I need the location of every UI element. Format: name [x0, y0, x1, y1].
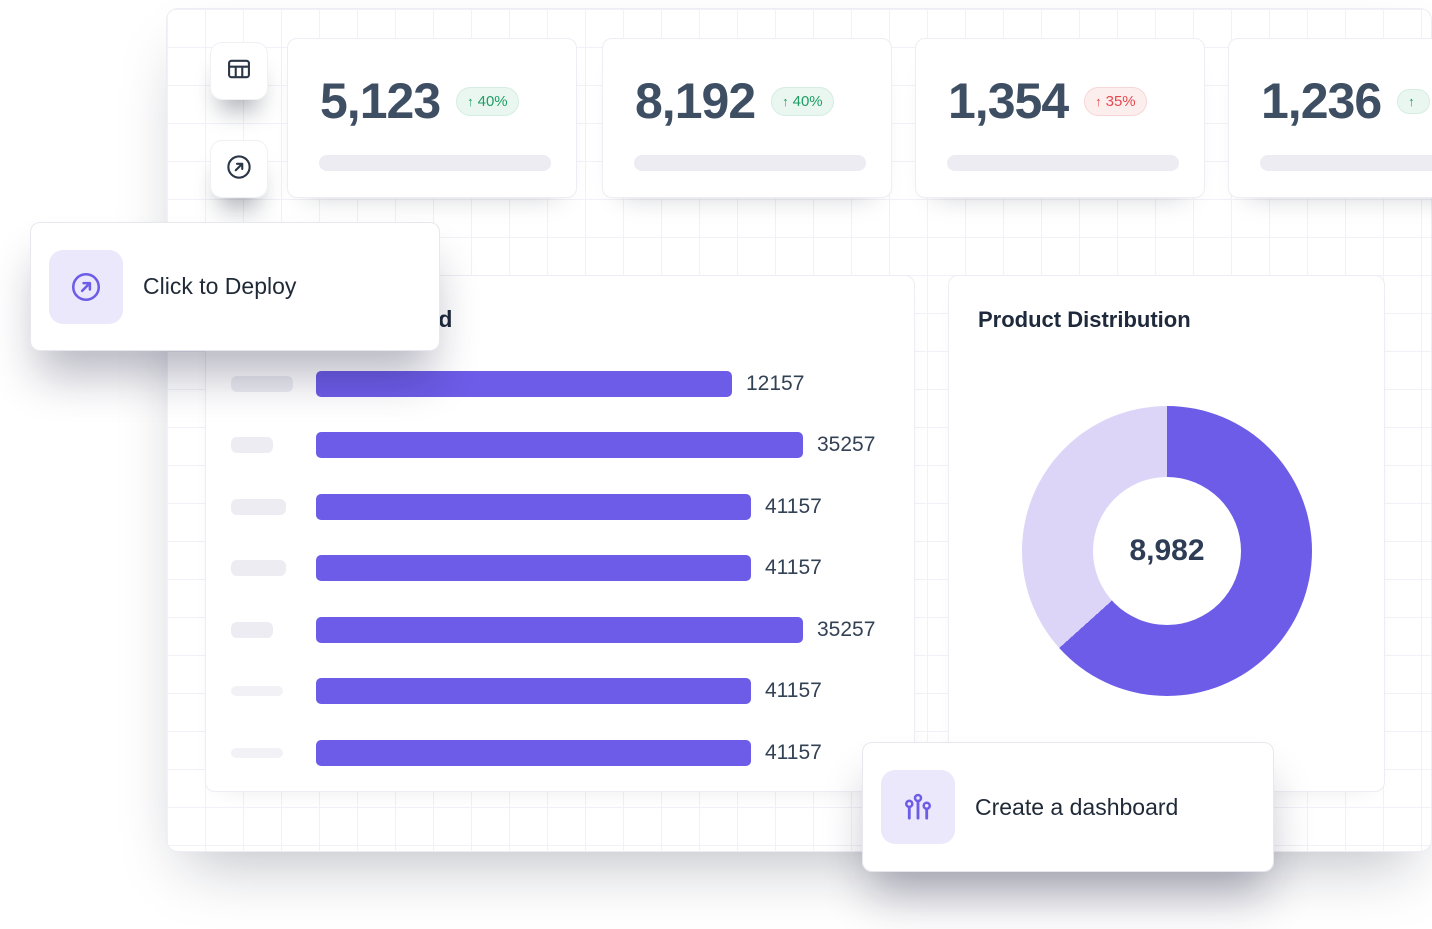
bar-row: 35257 [206, 432, 914, 458]
category-label-placeholder [231, 560, 286, 576]
arrow-up-icon: ↑ [1408, 93, 1415, 109]
badge-label: 40% [477, 92, 508, 110]
bar-row: 12157 [206, 371, 914, 397]
placeholder-bar [947, 155, 1179, 171]
deploy-tooltip[interactable]: Click to Deploy [30, 222, 440, 351]
arrow-up-icon: ↑ [467, 93, 474, 109]
donut-chart-card: Product Distribution 8,982 [948, 275, 1385, 792]
bar-row: 41157 [206, 555, 914, 581]
donut-chart-title: Product Distribution [978, 307, 1191, 332]
bar-chart-card: ld 12157 35257 41157 [205, 275, 915, 792]
bar-row: 35257 [206, 617, 914, 643]
stat-value: 5,123 [320, 73, 441, 129]
trend-badge: ↑ 35% [1084, 86, 1147, 116]
trend-badge: ↑ 40% [456, 86, 519, 116]
category-label-placeholder [231, 686, 283, 696]
category-label-placeholder [231, 376, 293, 392]
bar-value-label: 41157 [765, 495, 822, 518]
deploy-tool-button[interactable] [210, 140, 268, 198]
stat-value: 1,236 [1261, 73, 1382, 129]
arrow-up-icon: ↑ [1095, 93, 1102, 109]
bar-value-label: 41157 [765, 556, 822, 579]
deploy-arrow-icon [224, 152, 254, 187]
create-dashboard-button[interactable]: Create a dashboard [862, 742, 1274, 872]
lollipop-chart-icon [881, 770, 955, 844]
category-label-placeholder [231, 437, 273, 453]
value-bar [316, 494, 751, 520]
bar-value-label: 12157 [746, 372, 805, 395]
trend-badge: ↑ [1397, 88, 1430, 114]
category-label-placeholder [231, 748, 283, 758]
placeholder-bar [634, 155, 866, 171]
create-dashboard-label: Create a dashboard [975, 793, 1179, 820]
arrow-up-icon: ↑ [782, 93, 789, 109]
bar-row: 41157 [206, 678, 914, 704]
value-bar [316, 371, 732, 397]
value-bar [316, 740, 751, 766]
value-bar [316, 432, 803, 458]
stat-card-4[interactable]: 1,236 ↑ [1228, 38, 1432, 198]
tooltip-label: Click to Deploy [143, 273, 297, 299]
bar-value-label: 41157 [765, 679, 822, 702]
bar-row: 41157 [206, 494, 914, 520]
donut-hole: 8,982 [1093, 477, 1241, 625]
stat-card-3[interactable]: 1,354 ↑ 35% [915, 38, 1205, 198]
stat-value: 8,192 [635, 73, 756, 129]
donut-center-value: 8,982 [1129, 534, 1205, 567]
value-bar [316, 555, 751, 581]
badge-label: 40% [792, 92, 823, 110]
stat-card-2[interactable]: 8,192 ↑ 40% [602, 38, 892, 198]
bar-value-label: 41157 [765, 741, 822, 764]
bar-row: 41157 [206, 740, 914, 766]
stat-card-1[interactable]: 5,123 ↑ 40% [287, 38, 577, 198]
table-tool-button[interactable] [210, 42, 268, 100]
badge-label: 35% [1105, 92, 1136, 110]
category-label-placeholder [231, 622, 273, 638]
deploy-arrow-icon [49, 249, 123, 324]
table-icon [225, 55, 253, 88]
trend-badge: ↑ 40% [771, 86, 834, 116]
category-label-placeholder [231, 499, 286, 515]
placeholder-bar [1260, 155, 1432, 171]
bar-value-label: 35257 [817, 618, 876, 641]
placeholder-bar [319, 155, 551, 171]
bar-value-label: 35257 [817, 433, 876, 456]
value-bar [316, 617, 803, 643]
donut-ring: 8,982 [1022, 406, 1312, 696]
stat-value: 1,354 [948, 73, 1069, 129]
value-bar [316, 678, 751, 704]
